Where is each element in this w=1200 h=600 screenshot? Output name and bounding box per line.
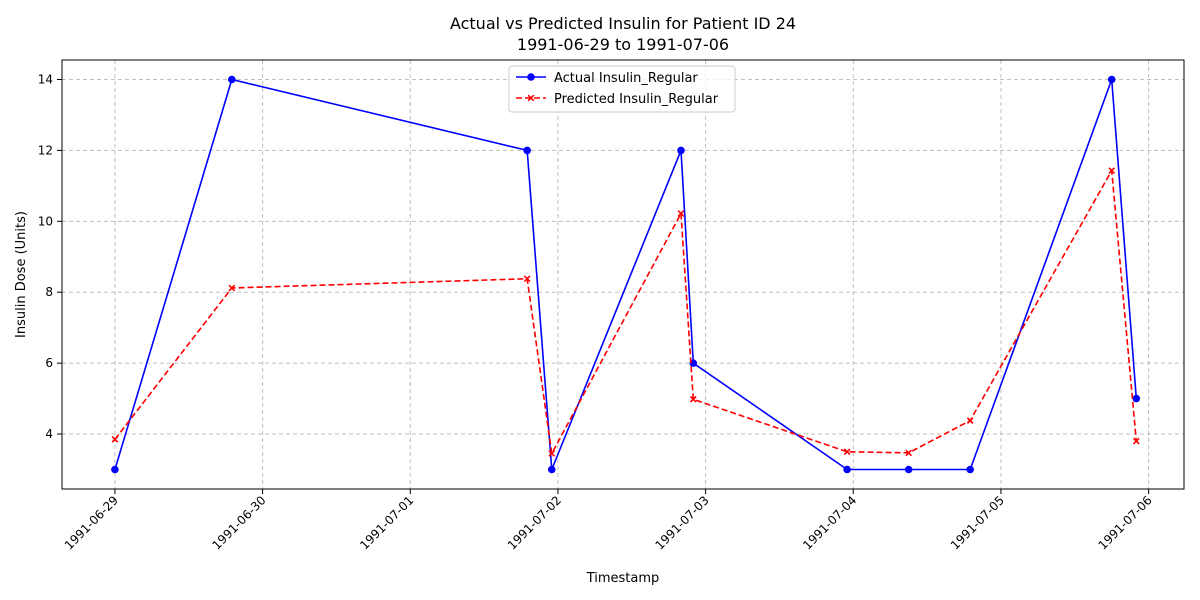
y-tick-label: 10 [38,214,53,228]
series-line [114,167,1138,457]
data-point-circle [904,465,913,474]
data-point-x [677,210,685,217]
legend-marker-x [527,94,535,102]
data-point-circle [547,465,556,474]
legend-label: Predicted Insulin_Regular [554,92,719,107]
plot-frame [61,59,1185,490]
x-axis-label: Timestamp [586,571,660,586]
data-point-x [228,284,236,292]
legend-marker-circle [527,73,535,81]
data-point-x [905,449,913,457]
data-point-circle [523,146,531,155]
data-point-circle [677,146,685,155]
data-point-circle [1132,394,1141,403]
data-point-x [548,450,556,457]
data-point-circle [966,465,974,474]
data-point-x [523,275,531,283]
y-tick-label: 4 [45,427,53,441]
data-point-x [966,417,974,424]
y-axis-label: Insulin Dose (Units) [14,211,29,338]
data-point-x [843,448,851,456]
chart-title: Actual vs Predicted Insulin for Patient … [450,14,796,33]
y-tick-label: 12 [38,143,53,157]
data-point-circle [111,465,119,474]
legend-entry: Predicted Insulin_Regular [516,92,719,107]
y-tick-label: 14 [38,73,53,87]
y-tick-label: 6 [45,356,53,370]
data-point-x [1108,167,1116,174]
data-point-x [689,395,697,403]
series-predicted [111,167,1140,457]
legend-label: Actual Insulin_Regular [554,71,698,86]
legend: Actual Insulin_Regular Predicted Insulin_… [508,65,736,113]
chart-subtitle: 1991-06-29 to 1991-07-06 [517,35,729,54]
data-point-circle [1107,75,1116,84]
y-axis: 4 6 8 10 12 14 [38,73,62,441]
series-layer [111,75,1141,474]
legend-box [508,65,736,113]
data-point-x [1132,437,1140,445]
data-point-circle [843,465,851,474]
y-tick-label: 8 [45,285,53,299]
legend-entry: Actual Insulin_Regular [516,71,698,86]
series-actual [111,75,1141,474]
data-point-x [111,435,119,443]
data-point-circle [228,75,236,84]
